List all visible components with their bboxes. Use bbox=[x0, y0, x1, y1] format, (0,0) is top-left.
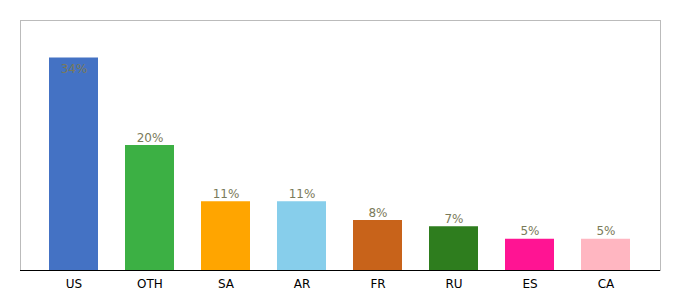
svg-text:RU: RU bbox=[445, 277, 462, 291]
svg-text:ES: ES bbox=[522, 277, 537, 291]
svg-text:SA: SA bbox=[218, 277, 235, 291]
svg-text:11%: 11% bbox=[289, 187, 316, 201]
svg-text:CA: CA bbox=[598, 277, 615, 291]
svg-text:34%: 34% bbox=[61, 62, 88, 76]
svg-text:AR: AR bbox=[294, 277, 311, 291]
svg-text:FR: FR bbox=[370, 277, 385, 291]
svg-text:OTH: OTH bbox=[137, 277, 163, 291]
svg-text:8%: 8% bbox=[368, 206, 387, 220]
svg-text:7%: 7% bbox=[444, 212, 463, 226]
svg-text:5%: 5% bbox=[520, 224, 539, 238]
svg-text:20%: 20% bbox=[137, 131, 164, 145]
svg-text:5%: 5% bbox=[596, 224, 615, 238]
svg-text:US: US bbox=[66, 277, 82, 291]
svg-text:11%: 11% bbox=[213, 187, 240, 201]
